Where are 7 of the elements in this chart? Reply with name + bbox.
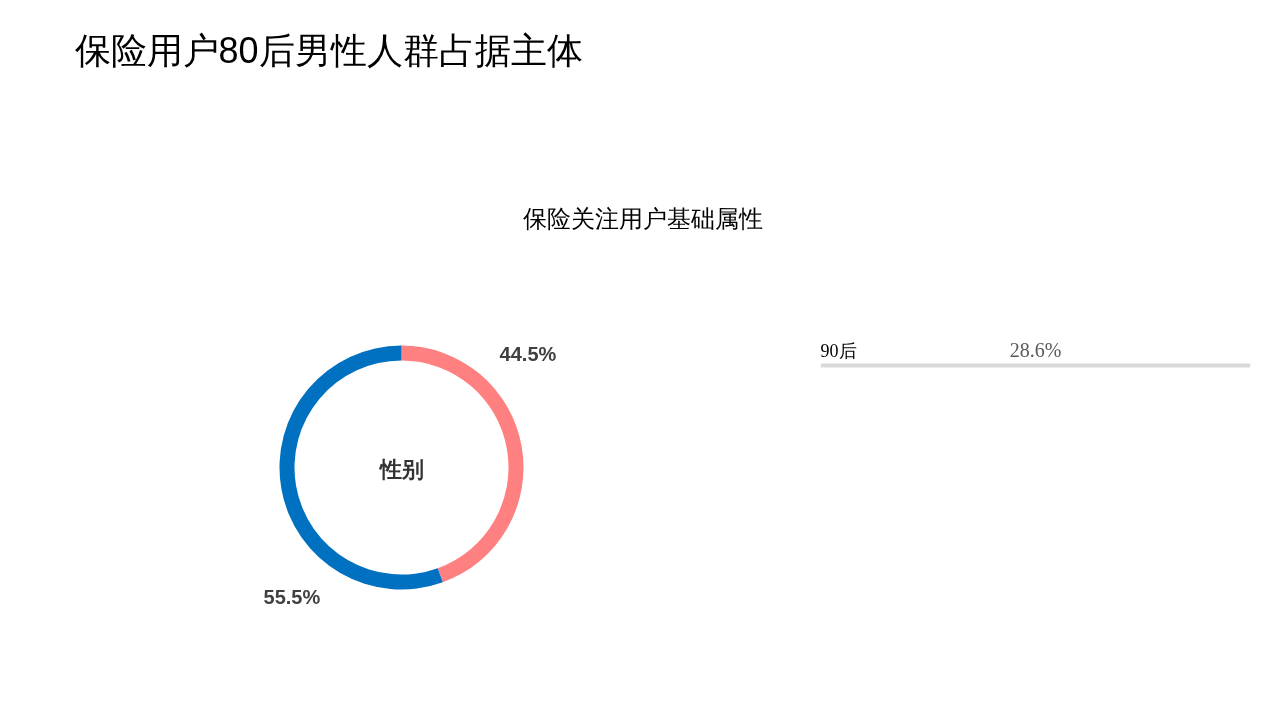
text: 保险关注用户基础属性 (522, 205, 763, 232)
y-tick-label: 90后 (820, 340, 857, 361)
text: 性别 (377, 457, 424, 482)
data-label: 28.6% (1009, 338, 1062, 361)
data-label: 44.5% (499, 342, 557, 365)
data-label: 55.5% (263, 586, 321, 609)
chart-title: 保险用户80后男性人群占据主体 (74, 30, 583, 71)
